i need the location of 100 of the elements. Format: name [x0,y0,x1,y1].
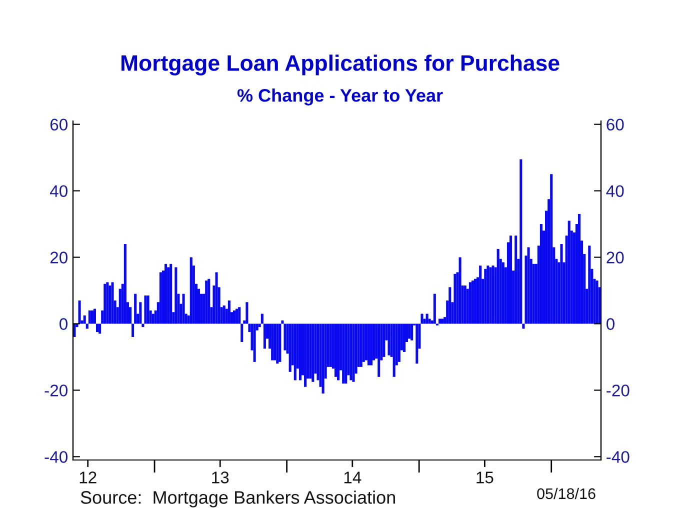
bar [108,286,112,324]
bar [496,248,500,324]
y-tick-label: 20 [50,252,68,264]
x-tick-label: 14 [344,472,362,484]
bar [448,287,452,324]
bar [205,280,208,324]
x-tick-label: 15 [476,472,494,484]
bar [228,300,230,324]
y2-tick-label: 0 [606,318,614,330]
chart-subtitle: % Change - Year to Year [237,88,443,106]
bar [520,159,522,324]
bar [88,310,91,324]
bar [464,286,466,324]
bar [392,324,396,377]
bar [433,294,436,324]
bar [124,244,126,324]
bar [560,244,563,324]
bar [144,295,147,324]
x-tick-label: 12 [80,472,96,484]
y2-tick-label: 20 [606,252,624,264]
bar [167,267,170,324]
bar [486,266,490,324]
bar [253,324,256,362]
bar [468,282,472,324]
bar [416,324,418,364]
bar [83,315,86,324]
bar [278,324,282,362]
bar [410,324,414,340]
bar [258,324,261,328]
bar [489,267,492,324]
bar [78,300,81,324]
bar [93,308,96,324]
bar [454,274,456,324]
bar [420,314,424,324]
bar [284,324,286,350]
bar [288,324,292,372]
bar [502,262,504,324]
bar [322,324,324,394]
bar [96,324,99,332]
bar [222,305,226,324]
y-tick-label: -20 [44,384,68,396]
bar [174,267,178,324]
bar [309,324,312,379]
bar [86,324,88,329]
bar [342,324,345,384]
bar [568,220,570,324]
bar [402,324,406,352]
bar [134,294,137,324]
y-tick-label: 60 [50,118,68,131]
bar [344,324,348,384]
bar [484,268,487,324]
bar [329,324,332,367]
bar [550,174,553,324]
bar [588,246,591,324]
bar [398,324,400,362]
bar [238,307,241,324]
bar [350,324,352,380]
bar [514,236,518,324]
y-tick-label: 40 [50,185,68,197]
x-tick-label: 13 [212,472,229,484]
bar [596,280,598,324]
bar [170,264,172,324]
bar [426,314,428,324]
bar [104,284,106,324]
bar [240,324,244,342]
y2-tick-label: 60 [606,118,624,131]
bar [527,247,530,324]
y-tick-label: 0 [60,318,68,330]
bar [208,278,210,324]
bar [215,272,218,324]
bar [146,295,150,324]
bar [260,314,264,324]
source-note: Source: Mortgage Bankers Association [80,490,395,508]
bar [492,266,494,324]
bar [294,324,296,380]
bar [263,324,266,349]
bar [182,294,185,324]
bar [388,324,390,356]
bar [142,324,144,328]
chart-title: Mortgage Loan Applications for Purchase [122,54,560,76]
bar [479,266,482,324]
y2-tick-label: -40 [606,451,630,463]
bar [152,314,154,324]
bar [139,302,142,324]
bar [352,324,355,382]
bar [522,324,525,329]
y2-tick-label: 40 [606,185,624,197]
bar [360,324,362,367]
bar [132,324,134,338]
bar [246,302,248,324]
bar [190,257,192,324]
text: 05/18/16 [537,488,596,500]
bar [106,282,109,324]
bar [111,282,114,324]
bar [312,324,314,382]
bar [274,324,276,360]
bar [382,324,386,357]
bar [378,324,380,377]
bar [98,324,102,334]
y2-tick-label: -20 [606,384,630,396]
